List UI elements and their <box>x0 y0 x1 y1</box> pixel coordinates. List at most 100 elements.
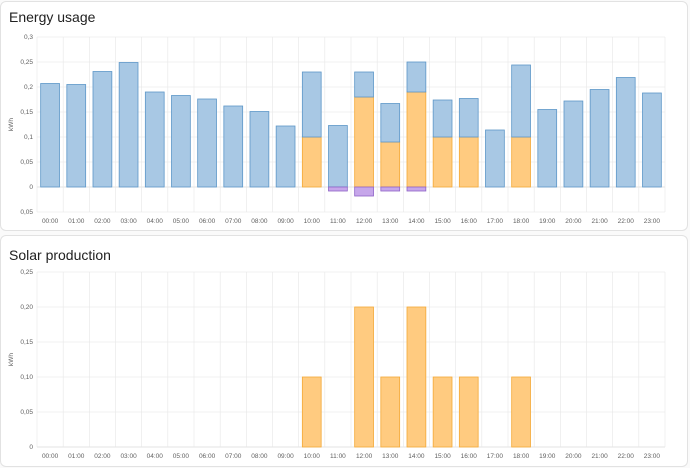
x-tick-label: 02:00 <box>94 218 111 225</box>
bar-consumption <box>144 91 165 188</box>
x-tick-label: 17:00 <box>487 453 504 460</box>
y-tick-label: 0,25 <box>20 269 33 276</box>
x-tick-label: 16:00 <box>461 218 478 225</box>
x-tick-label: 09:00 <box>277 218 294 225</box>
x-tick-label: 03:00 <box>120 453 137 460</box>
x-tick-label: 18:00 <box>513 218 530 225</box>
x-tick-label: 04:00 <box>147 453 164 460</box>
bar-consumption <box>301 71 322 138</box>
bar-consumption <box>223 105 244 188</box>
bar-consumption <box>589 89 610 188</box>
bar-consumption <box>380 103 401 143</box>
bar-consumption <box>118 62 139 188</box>
y-axis-label: kWh <box>8 118 15 131</box>
bar-solar <box>354 306 374 448</box>
x-tick-label: 01:00 <box>68 218 85 225</box>
y-tick-label: 0,15 <box>20 339 33 346</box>
y-tick-label: 0,15 <box>20 109 33 116</box>
x-tick-label: 16:00 <box>461 453 478 460</box>
x-tick-label: 07:00 <box>225 218 242 225</box>
bar-return <box>354 186 374 197</box>
bar-solar <box>432 376 453 448</box>
x-tick-label: 22:00 <box>618 453 635 460</box>
bar-consumption <box>458 98 479 138</box>
bar-consumption <box>328 125 348 188</box>
x-tick-label: 03:00 <box>120 218 137 225</box>
bar-consumption <box>485 129 505 188</box>
y-tick-label: 0,1 <box>24 134 33 141</box>
x-tick-label: 21:00 <box>591 453 608 460</box>
bar-solar <box>432 136 453 188</box>
x-tick-label: 04:00 <box>147 218 164 225</box>
y-tick-label: 0,3 <box>24 34 33 41</box>
bar-consumption <box>511 64 531 138</box>
solar-production-chart: 0 0,05 0,10 0,15 0,20 0,25 kWh 00:00 01:00 02:00 0… <box>8 269 666 460</box>
x-tick-label: 05:00 <box>173 218 190 225</box>
x-tick-label: 19:00 <box>539 453 556 460</box>
bar-solar <box>511 376 531 448</box>
y-tick-label: 0,05 <box>20 409 33 416</box>
x-tick-label: 08:00 <box>251 218 268 225</box>
bar-consumption <box>92 71 113 188</box>
bar-solar <box>380 376 401 448</box>
x-tick-label: 12:00 <box>356 453 373 460</box>
x-tick-label: 11:00 <box>330 453 346 460</box>
x-tick-label: 23:00 <box>644 218 661 225</box>
bar-consumption <box>563 100 584 188</box>
bar-consumption <box>249 111 270 188</box>
x-tick-label: 12:00 <box>356 218 373 225</box>
x-tick-label: 18:00 <box>513 453 530 460</box>
x-tick-label: 17:00 <box>487 218 504 225</box>
energy-usage-title: Energy usage <box>9 9 96 25</box>
x-tick-label: 14:00 <box>408 453 425 460</box>
y-tick-label: 0,20 <box>20 304 33 311</box>
energy-usage-chart: 0,05 0 0,05 0,1 0,15 0,2 0,25 0,3 kWh 00:00 01:00 0… <box>8 34 666 225</box>
bar-solar <box>406 306 427 448</box>
bar-consumption <box>197 98 217 188</box>
x-tick-label: 00:00 <box>42 453 59 460</box>
x-tick-label: 20:00 <box>565 218 582 225</box>
bar-consumption <box>642 92 662 188</box>
bar-consumption <box>406 61 427 93</box>
x-tick-label: 19:00 <box>539 218 556 225</box>
bar-solar <box>301 136 322 188</box>
x-tick-label: 06:00 <box>199 218 216 225</box>
y-tick-label: 0,25 <box>20 59 33 66</box>
y-tick-label: 0 <box>29 444 33 451</box>
bar-consumption <box>40 83 60 188</box>
bar-consumption <box>171 95 191 188</box>
bar-solar <box>406 91 427 188</box>
bar-consumption <box>354 71 374 98</box>
bar-consumption <box>275 125 296 188</box>
bar-consumption <box>66 84 87 188</box>
bar-return <box>380 186 401 192</box>
x-tick-label: 22:00 <box>618 218 635 225</box>
bar-consumption <box>432 99 453 138</box>
x-tick-label: 15:00 <box>434 453 451 460</box>
x-tick-label: 10:00 <box>304 453 321 460</box>
x-tick-label: 09:00 <box>277 453 294 460</box>
bar-consumption <box>537 109 558 188</box>
solar-production-title: Solar production <box>9 247 111 263</box>
energy-usage-card: Energy usage 0,05 0 0,05 0,1 0,15 0,2 0,25 0,3 k… <box>0 1 688 231</box>
x-tick-label: 13:00 <box>382 218 399 225</box>
x-tick-label: 21:00 <box>591 218 608 225</box>
y-tick-label: 0,10 <box>20 374 33 381</box>
bar-solar <box>380 141 401 188</box>
bar-solar <box>458 136 479 188</box>
x-tick-label: 14:00 <box>408 218 425 225</box>
x-tick-label: 02:00 <box>94 453 111 460</box>
x-tick-label: 00:00 <box>42 218 59 225</box>
bar-return <box>328 186 348 192</box>
bar-solar <box>458 376 479 448</box>
x-tick-label: 23:00 <box>644 453 661 460</box>
solar-production-card: Solar production 0 0,05 0,10 0,15 0,20 0,25 kW… <box>0 235 688 467</box>
bar-return <box>406 186 427 192</box>
y-tick-label: 0 <box>29 184 33 191</box>
x-tick-label: 13:00 <box>382 453 399 460</box>
bar-consumption <box>615 77 636 188</box>
x-tick-label: 10:00 <box>304 218 321 225</box>
x-tick-label: 15:00 <box>434 218 451 225</box>
x-tick-label: 11:00 <box>330 218 346 225</box>
bar-solar <box>511 136 531 188</box>
